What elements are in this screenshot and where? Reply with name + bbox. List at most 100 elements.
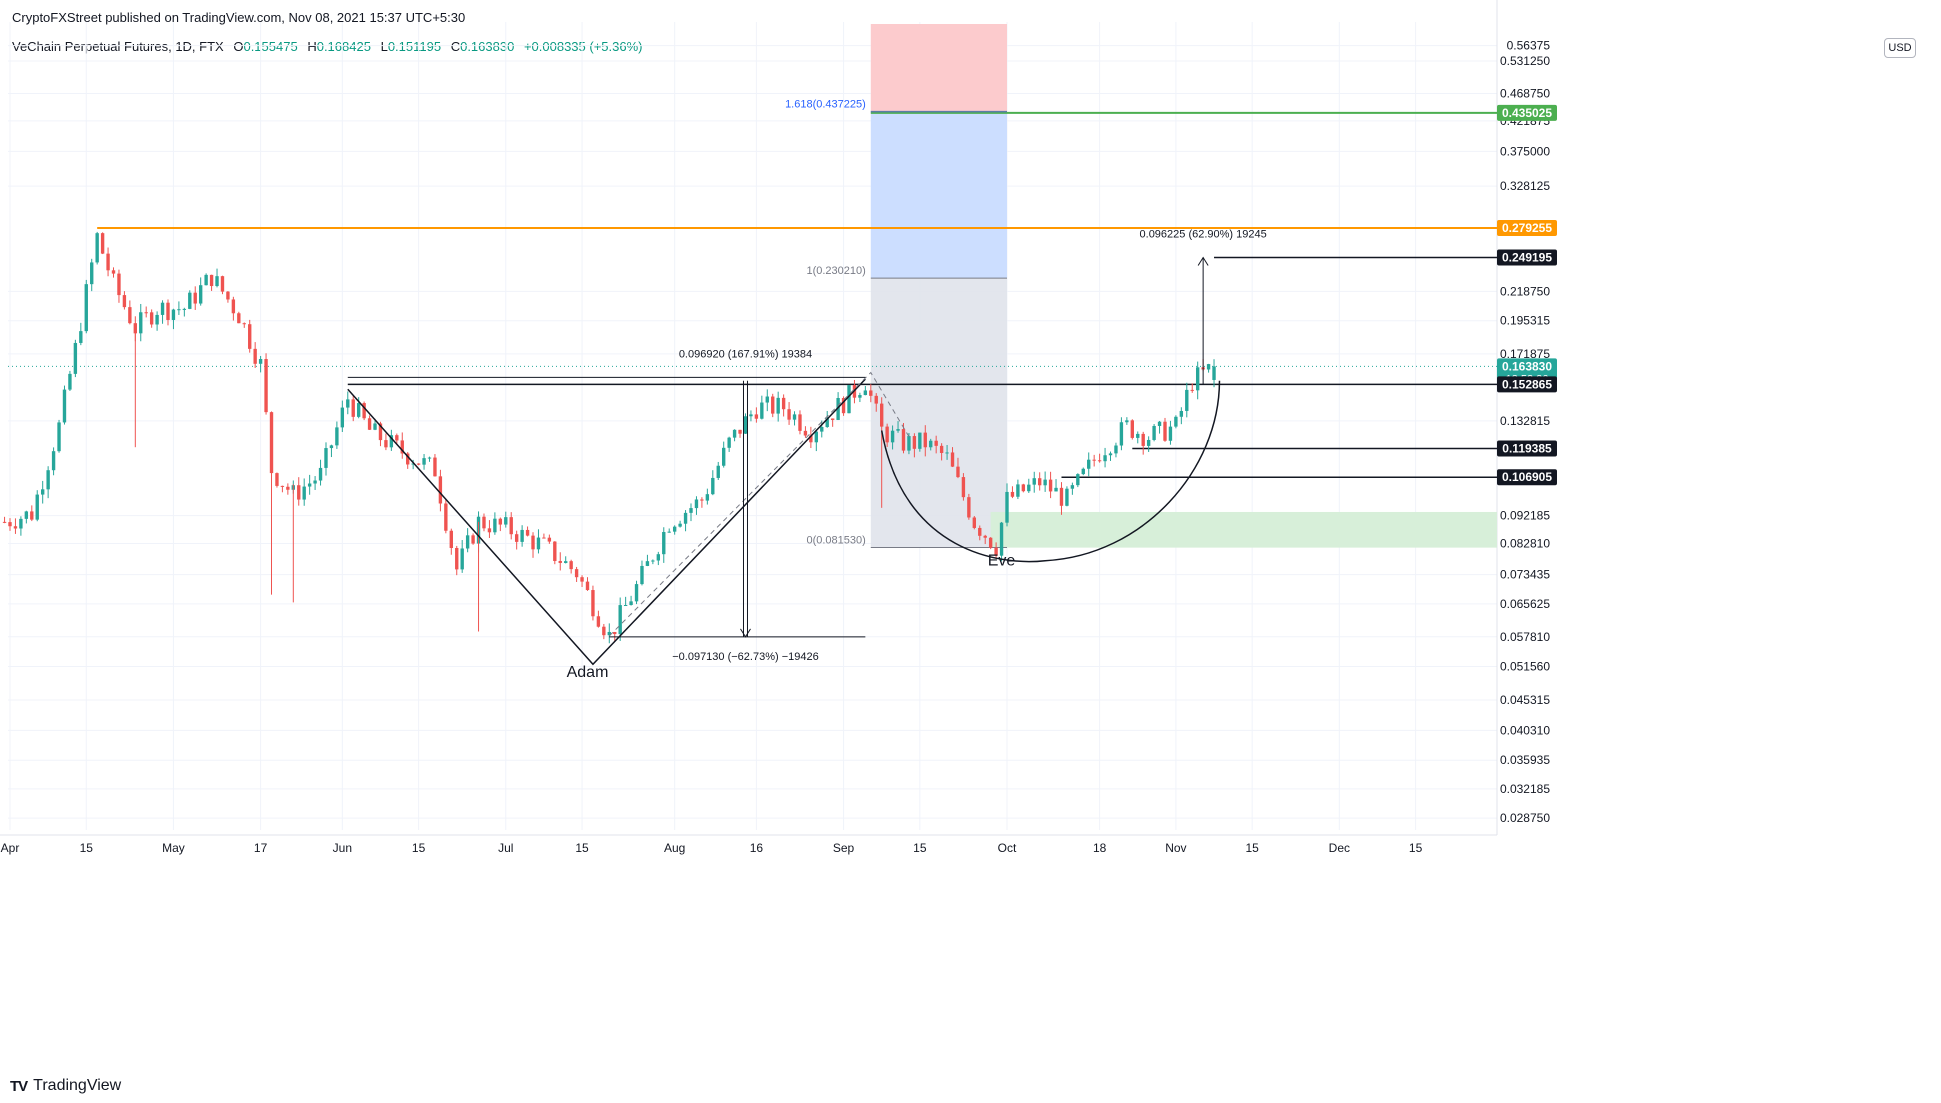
candle-body [237, 313, 241, 324]
zones [870, 24, 1497, 548]
candle-body [678, 523, 682, 527]
candle-body [890, 430, 895, 443]
candle-body [841, 397, 846, 414]
price-tick-label: 0.057810 [1500, 630, 1550, 644]
candle-body [950, 452, 955, 467]
candle-body [836, 397, 840, 420]
candle-body [122, 295, 127, 308]
candle-body [645, 561, 650, 566]
candle-body [776, 397, 780, 414]
high-value: 0.168425 [316, 39, 371, 54]
candle-body [580, 577, 584, 582]
candle-body [994, 547, 998, 556]
candle-body [406, 453, 410, 465]
time-tick-label: Apr [1, 841, 20, 855]
candle-body [411, 463, 415, 465]
measure-down-label: −0.097130 (−62.73%) −19426 [672, 651, 819, 663]
candle-body [727, 437, 731, 448]
candle-body [574, 569, 579, 578]
candle-body [1212, 366, 1216, 380]
candle-body [482, 516, 486, 529]
fib-1-label: 1(0.230210) [806, 265, 865, 277]
candle-body [830, 418, 835, 420]
candle-body [896, 429, 900, 431]
candle-body [792, 414, 797, 420]
candle-body [781, 397, 786, 410]
low-label: L [380, 39, 388, 54]
candle-body [640, 565, 644, 585]
candle-body [809, 435, 813, 443]
price-tick-label: 0.132815 [1500, 414, 1550, 428]
high-label: H [307, 39, 317, 54]
candle-body [8, 522, 12, 527]
candle-body [493, 518, 497, 533]
candle-body [618, 605, 622, 635]
candle-body [771, 396, 775, 414]
candle-body [683, 512, 688, 524]
candle-body [155, 314, 159, 325]
candle-body [389, 435, 394, 448]
candle-body [983, 535, 987, 538]
time-tick-label: 16 [750, 841, 764, 855]
candle-body [166, 302, 170, 320]
price-tick-label: 0.468750 [1500, 86, 1550, 100]
candle-body [716, 465, 720, 478]
candle-body [1097, 460, 1102, 462]
candle-body [171, 309, 176, 320]
candle-body [100, 233, 105, 254]
candle-body [2, 521, 7, 523]
candle-body [798, 414, 802, 431]
annotation-texts: 1.618(0.437225) 1(0.230210) 0(0.081530) 0.0… [567, 99, 1267, 681]
candle-body [149, 312, 154, 325]
candle-body [863, 390, 868, 396]
time-tick-label: 15 [80, 841, 94, 855]
currency-button[interactable]: USD [1884, 38, 1916, 58]
candle-body [585, 581, 590, 591]
time-tick-label: Nov [1165, 841, 1186, 855]
candle-body [1179, 410, 1184, 417]
candle-body [558, 560, 562, 563]
price-tick-label: 0.032185 [1500, 782, 1550, 796]
candle-body [1103, 455, 1107, 462]
candle-body [814, 431, 819, 443]
price-tick-label: 0.040310 [1500, 723, 1550, 737]
candle-body [384, 440, 388, 448]
price-tick-label: 0.051560 [1500, 659, 1550, 673]
candle-body [57, 422, 61, 452]
candle-body [934, 440, 938, 446]
symbol-name[interactable]: VeChain Perpetual Futures, 1D, FTX [12, 39, 224, 54]
candle-body [514, 534, 519, 542]
time-tick-label: 15 [1409, 841, 1423, 855]
candle-body [139, 312, 143, 334]
candle-body [634, 584, 639, 602]
candle-body [346, 399, 350, 408]
candle-body [329, 445, 334, 449]
price-badge-text: 0.249195 [1502, 251, 1552, 265]
price-tick-label: 0.045315 [1500, 693, 1550, 707]
tradingview-brand[interactable]: TV TradingView [10, 1077, 121, 1095]
candle-body [1195, 367, 1200, 391]
candle-body [765, 396, 769, 403]
candle-body [711, 477, 715, 495]
candle-body [1005, 491, 1009, 523]
candle-body [825, 418, 829, 428]
candle-body [656, 554, 661, 561]
candle-body [40, 489, 45, 495]
candle-body [820, 427, 824, 432]
candle-body [972, 517, 977, 528]
candle-body [1032, 478, 1036, 485]
candle-body [280, 485, 285, 487]
candle-body [613, 631, 617, 635]
candle-body [705, 494, 710, 501]
candle-body [1087, 459, 1091, 469]
price-badge [1497, 104, 1557, 121]
price-axis: 0.563750.5312500.4687500.4218750.3750000… [1500, 39, 1550, 826]
symbol-legend: VeChain Perpetual Futures, 1D, FTX O0.15… [12, 39, 643, 54]
candle-body [536, 537, 541, 550]
candle-body [46, 470, 50, 490]
candle-body [367, 418, 372, 430]
price-tick-label: 0.195315 [1500, 314, 1550, 328]
drawings [347, 256, 1221, 666]
candle-body [1163, 421, 1167, 441]
